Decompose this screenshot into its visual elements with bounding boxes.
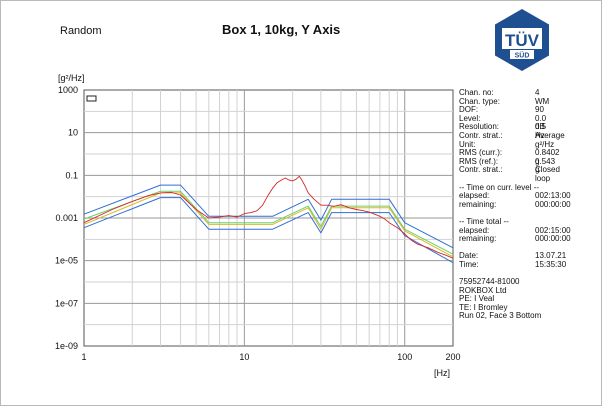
- info-row-resolution: Resolution: 0.5 Hz: [459, 122, 547, 140]
- info-row-time: Time: 15:35:30: [459, 259, 567, 269]
- info-row-date: Date: 13.07.21: [459, 251, 567, 261]
- x-tick-label: 100: [397, 352, 412, 362]
- test-mode-label: Random: [60, 25, 102, 37]
- info-row-remaining-total: remaining: 000:00:00: [459, 234, 571, 244]
- y-tick-label: 1e-05: [55, 256, 78, 266]
- y-axis-unit: [g²/Hz]: [58, 73, 85, 83]
- time-total-heading: -- Time total --: [459, 216, 509, 226]
- info-row-elapsed-curr: elapsed: 002:13:00: [459, 191, 571, 201]
- info-panel: Chan. no: 4 Chan. type: WM DOF: 90 Level: 0.…: [459, 88, 571, 321]
- series-line-4: [83, 197, 454, 264]
- footer-line-5: Run 02, Face 3 Bottom: [459, 311, 542, 321]
- x-axis-unit: [Hz]: [434, 368, 451, 378]
- logo-text-main: TÜV: [505, 31, 540, 50]
- y-tick-label: 0.1: [65, 170, 78, 180]
- x-tick-label: 200: [445, 352, 460, 362]
- chart-title: Box 1, 10kg, Y Axis: [222, 22, 341, 37]
- info-row-level: Level: 0.0 dB: [459, 113, 547, 132]
- info-row-chan-type: Chan. type: WM: [459, 96, 550, 106]
- info-row-elapsed-total: elapsed: 002:15:00: [459, 225, 571, 235]
- time-current-heading: -- Time on curr. level --: [459, 182, 540, 192]
- logo-text-sub: SÜD: [515, 51, 530, 60]
- x-tick-label: 10: [239, 352, 249, 362]
- footer-line-1: 75952744-81000: [459, 277, 520, 287]
- x-tick-label: 1: [81, 352, 86, 362]
- info-row-rms-curr: RMS (curr.): 0.8402 g: [459, 148, 560, 166]
- tuv-sud-logo: TÜV SÜD: [495, 9, 549, 71]
- info-row-rms-ref: RMS (ref.): 0.543 g: [459, 156, 556, 175]
- info-row-dof: DOF: 90: [459, 105, 544, 115]
- y-tick-label: 1e-09: [55, 341, 78, 351]
- y-tick-label: 0.001: [55, 213, 78, 223]
- info-row-remaining-curr: remaining: 000:00:00: [459, 199, 571, 209]
- info-row-contr-strat: Contr. strat.: Average: [459, 130, 565, 140]
- info-row-contr-strat-2: Contr. strat.: Closed loop: [459, 165, 560, 183]
- footer-line-2: ROKBOX Ltd: [459, 285, 507, 295]
- y-tick-label: 1e-07: [55, 298, 78, 308]
- y-tick-label: 1000: [58, 85, 78, 95]
- y-tick-label: 10: [68, 128, 78, 138]
- info-row-chan-no: Chan. no: 4: [459, 88, 540, 97]
- info-row-unit: Unit: g²/Hz: [459, 139, 555, 149]
- footer-line-3: PE: I Veal: [459, 294, 495, 304]
- series-line-2: [83, 190, 454, 255]
- legend-marker: [86, 95, 97, 102]
- footer-line-4: TE: I Bromley: [459, 302, 508, 312]
- series-line-1: [83, 184, 454, 249]
- series-line-5: [83, 175, 454, 259]
